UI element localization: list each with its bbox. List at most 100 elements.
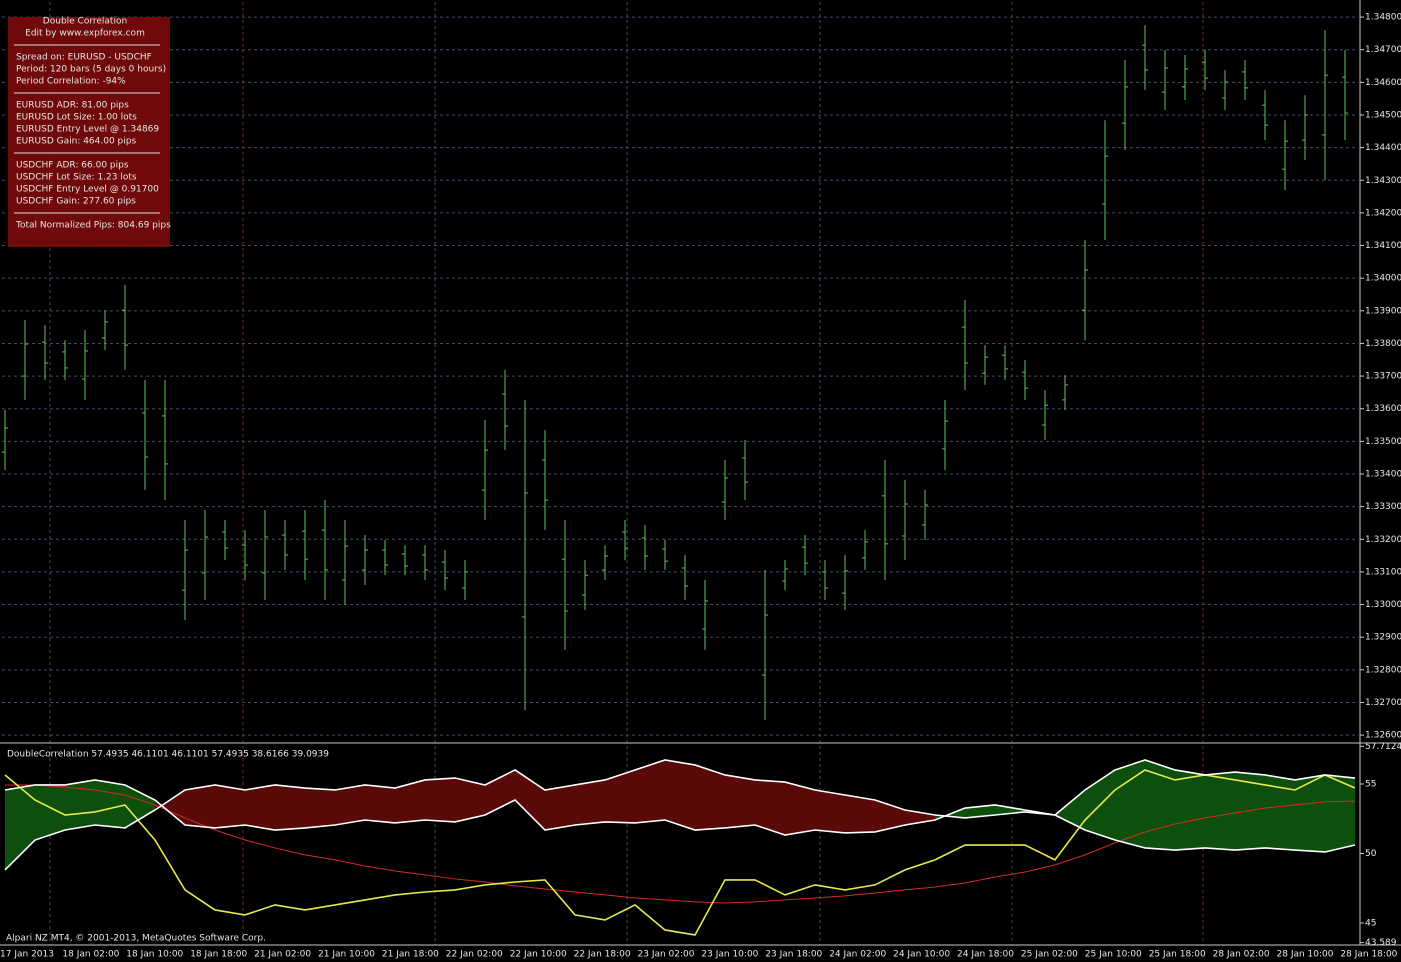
- band-fill: [215, 784, 245, 828]
- x-tick-label: 23 Jan 02:00: [638, 950, 695, 960]
- band-fill: [635, 759, 665, 823]
- band-fill: [965, 804, 995, 818]
- band-fill: [1115, 759, 1145, 848]
- indicator-line: [4, 769, 1356, 936]
- y-tick-label: 43.589: [1365, 938, 1397, 948]
- indicator-line: [4, 759, 1356, 836]
- band-fill: [1175, 769, 1205, 851]
- x-tick-label: 24 Jan 02:00: [829, 950, 886, 960]
- y-tick-label: 1.33100: [1365, 567, 1401, 577]
- y-tick-label: 1.33000: [1365, 600, 1401, 610]
- info-line: Spread on: EURUSD - USDCHF: [16, 53, 152, 63]
- x-tick-label: 24 Jan 10:00: [893, 950, 950, 960]
- y-tick-label: 1.34300: [1365, 176, 1401, 186]
- band-fill: [515, 769, 545, 831]
- y-tick-label: 1.33600: [1365, 404, 1401, 414]
- x-tick-label: 25 Jan 18:00: [1149, 950, 1206, 960]
- band-fill: [725, 774, 755, 828]
- indicator-line: [4, 759, 1356, 871]
- y-tick-label: 1.34700: [1365, 45, 1401, 55]
- band-fill: [905, 809, 935, 826]
- y-tick-label: 55: [1365, 780, 1376, 790]
- y-tick-label: 45: [1365, 918, 1376, 928]
- x-tick-label: 28 Jan 10:00: [1277, 950, 1334, 960]
- info-line: Total Normalized Pips: 804.69 pips: [15, 221, 171, 231]
- footer: Alpari NZ MT4, © 2001-2013, MetaQuotes S…: [6, 934, 266, 944]
- info-line: Period Correlation: -94%: [16, 77, 126, 87]
- x-tick-label: 23 Jan 10:00: [701, 950, 758, 960]
- info-title: Double Correlation: [43, 17, 127, 27]
- band-fill: [35, 784, 65, 841]
- x-tick-label: 23 Jan 18:00: [765, 950, 822, 960]
- y-tick-label: 1.32700: [1365, 698, 1401, 708]
- x-tick-label: 25 Jan 02:00: [1021, 950, 1078, 960]
- x-tick-label: 17 Jan 2013: [0, 950, 54, 960]
- y-tick-label: 1.32900: [1365, 633, 1401, 643]
- x-tick-label: 22 Jan 10:00: [510, 950, 567, 960]
- x-tick-label: 18 Jan 18:00: [190, 950, 247, 960]
- y-tick-label: 1.33200: [1365, 535, 1401, 545]
- info-line: EURUSD Lot Size: 1.00 lots: [16, 113, 137, 123]
- x-tick-label: 18 Jan 02:00: [62, 950, 119, 960]
- band-fill: [275, 784, 305, 831]
- y-tick-label: 50: [1365, 849, 1377, 859]
- y-tick-label: 1.33700: [1365, 372, 1401, 382]
- x-tick-label: 25 Jan 10:00: [1085, 950, 1142, 960]
- y-tick-label: 57.7124: [1365, 742, 1401, 752]
- band-fill: [185, 784, 215, 828]
- band-fill: [5, 784, 35, 870]
- indicator-line: [5, 784, 1356, 904]
- y-tick-label: 1.33800: [1365, 339, 1401, 349]
- info-panel-bg: [8, 17, 170, 247]
- band-fill: [605, 769, 635, 823]
- y-tick-label: 1.34400: [1365, 143, 1401, 153]
- y-tick-label: 1.34500: [1365, 110, 1401, 120]
- band-fill: [845, 794, 875, 833]
- band-fill: [1265, 774, 1295, 851]
- info-line: EURUSD Gain: 464.00 pips: [16, 137, 136, 147]
- info-line: USDCHF Lot Size: 1.23 lots: [16, 173, 137, 183]
- info-line: EURUSD Entry Level @ 1.34869: [16, 125, 159, 135]
- band-fill: [425, 778, 455, 822]
- y-tick-label: 1.32600: [1365, 731, 1401, 741]
- x-tick-label: 22 Jan 02:00: [446, 950, 503, 960]
- info-line: Period: 120 bars (5 days 0 hours): [16, 65, 166, 75]
- y-tick-label: 1.33300: [1365, 502, 1401, 512]
- band-fill: [245, 784, 275, 831]
- y-tick-label: 1.34600: [1365, 78, 1401, 88]
- x-tick-label: 28 Jan 18:00: [1340, 950, 1397, 960]
- band-fill: [335, 784, 365, 826]
- info-line: EURUSD ADR: 81.00 pips: [16, 101, 129, 111]
- band-fill: [695, 764, 725, 831]
- band-fill: [785, 782, 815, 836]
- x-tick-label: 28 Jan 02:00: [1213, 950, 1270, 960]
- band-fill: [1205, 772, 1235, 851]
- band-fill: [365, 784, 395, 823]
- x-tick-label: 22 Jan 18:00: [574, 950, 631, 960]
- band-fill: [1055, 789, 1085, 831]
- band-fill: [155, 789, 185, 826]
- band-fill: [1295, 774, 1325, 852]
- band-fill: [665, 759, 695, 831]
- x-tick-label: 18 Jan 10:00: [126, 950, 183, 960]
- band-fill: [305, 788, 335, 828]
- band-fill: [545, 784, 575, 831]
- band-fill: [1325, 774, 1355, 852]
- y-tick-label: 1.34800: [1365, 13, 1401, 23]
- y-tick-label: 1.33900: [1365, 306, 1401, 316]
- band-fill: [395, 779, 425, 823]
- info-panel: Double Correlation Edit by www.expforex.…: [8, 17, 171, 247]
- x-tick-label: 21 Jan 02:00: [254, 950, 311, 960]
- band-fill: [815, 789, 845, 833]
- y-tick-label: 1.34000: [1365, 274, 1401, 284]
- y-tick-label: 1.33400: [1365, 470, 1401, 480]
- band-fill: [95, 779, 125, 828]
- info-line: USDCHF ADR: 66.00 pips: [16, 161, 129, 171]
- band-fill: [755, 779, 785, 836]
- info-line: USDCHF Entry Level @ 0.91700: [16, 185, 159, 195]
- x-tick-label: 24 Jan 18:00: [957, 950, 1014, 960]
- indicator-title: DoubleCorrelation 57.4935 46.1101 46.110…: [7, 750, 329, 760]
- y-tick-label: 1.34100: [1365, 241, 1401, 251]
